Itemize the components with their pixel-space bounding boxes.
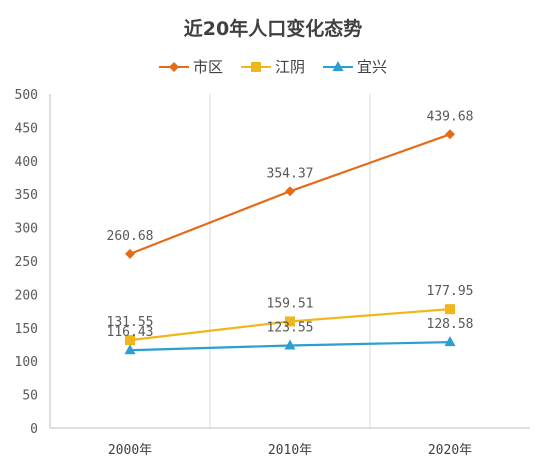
data-point: [124, 344, 136, 355]
chart-title: 近20年人口变化态势: [183, 18, 363, 40]
data-point: [125, 248, 135, 259]
legend-label: 江阴: [274, 58, 305, 76]
x-tick-label: 2020年: [428, 443, 472, 458]
data-point: [284, 339, 296, 350]
data-point: [444, 336, 456, 347]
data-point: [125, 335, 135, 346]
data-label: 177.95: [427, 284, 474, 299]
legend-swatch: [323, 60, 353, 71]
y-tick-label: 150: [15, 322, 38, 337]
y-tick-label: 50: [22, 389, 38, 404]
chart-legend: 市区 江阴 宜兴: [0, 56, 546, 77]
data-point: [285, 316, 295, 327]
y-tick-label: 450: [15, 121, 38, 136]
y-tick-label: 400: [15, 155, 38, 170]
y-tick-label: 500: [15, 88, 38, 103]
data-point: [445, 129, 455, 140]
data-label: 116.43: [107, 325, 154, 340]
data-point: [285, 186, 295, 197]
legend-swatch: [158, 61, 189, 72]
data-label: 131.55: [107, 315, 154, 330]
data-label: 123.55: [267, 320, 314, 335]
x-tick-label: 2000年: [108, 443, 152, 458]
data-label: 260.68: [107, 229, 154, 244]
legend-item: 宜兴: [323, 56, 387, 77]
data-label: 159.51: [267, 296, 314, 311]
y-tick-label: 0: [30, 422, 38, 437]
legend-item: 江阴: [240, 56, 305, 77]
legend-item: 市区: [158, 56, 223, 77]
legend-label: 宜兴: [357, 58, 388, 76]
data-point: [445, 304, 455, 315]
y-tick-label: 250: [15, 255, 38, 270]
data-label: 128.58: [427, 317, 474, 332]
x-tick-label: 2010年: [268, 443, 312, 458]
data-label: 439.68: [427, 109, 474, 124]
legend-label: 市区: [192, 58, 223, 76]
data-label: 354.37: [267, 166, 314, 181]
legend-swatch: [240, 61, 271, 72]
y-tick-label: 200: [15, 288, 38, 303]
y-tick-label: 350: [15, 188, 38, 203]
y-tick-label: 300: [15, 222, 38, 237]
y-tick-label: 100: [15, 355, 38, 370]
